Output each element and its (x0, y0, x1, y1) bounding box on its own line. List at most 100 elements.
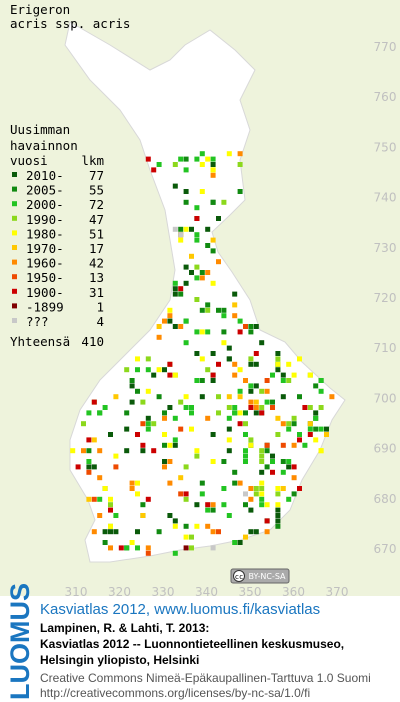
legend-swatch (12, 186, 17, 192)
record-square (264, 464, 270, 470)
record-square (264, 442, 270, 448)
record-square (210, 167, 216, 173)
record-square (243, 459, 248, 464)
record-square (172, 291, 178, 297)
record-square (183, 156, 189, 162)
record-square (205, 243, 211, 248)
legend-count: 31 (89, 285, 104, 300)
record-square (226, 151, 232, 157)
record-square (135, 367, 140, 373)
record-square (151, 421, 157, 427)
legend-swatch (12, 245, 17, 250)
record-square (226, 405, 232, 410)
legend-total-label: Yhteensä (10, 334, 70, 349)
license-badge: cc BY-NC-SA (230, 568, 290, 584)
record-square (205, 226, 211, 232)
record-square (194, 297, 200, 302)
record-square (183, 523, 189, 529)
record-square (178, 237, 184, 243)
record-square (232, 405, 238, 410)
legend-count: 55 (89, 183, 104, 198)
record-square (97, 448, 103, 454)
record-square (264, 529, 270, 535)
record-square (307, 405, 313, 410)
record-square (108, 529, 113, 535)
record-square (264, 378, 270, 383)
record-square (97, 513, 103, 518)
record-square (189, 534, 194, 540)
record-square (237, 394, 243, 400)
x-tick-label: 350 (239, 585, 262, 599)
record-square (183, 264, 189, 270)
record-square (194, 216, 200, 221)
badge-text: BY-NC-SA (248, 572, 286, 581)
record-square (237, 367, 243, 373)
record-square (313, 415, 319, 421)
record-square (183, 199, 189, 205)
record-square (221, 199, 227, 205)
record-square (302, 405, 308, 410)
record-square (237, 480, 243, 486)
record-square (124, 367, 130, 373)
record-square (248, 486, 254, 491)
record-square (237, 388, 243, 394)
record-square (275, 502, 281, 508)
record-square (86, 448, 92, 454)
record-square (151, 372, 157, 378)
record-square (248, 361, 254, 367)
y-tick-label: 670 (374, 542, 397, 556)
record-square (307, 426, 313, 432)
record-square (172, 324, 178, 329)
record-square (199, 189, 205, 194)
record-square (232, 410, 238, 416)
record-square (264, 388, 270, 394)
legend-count: 17 (89, 241, 104, 256)
record-square (243, 432, 248, 437)
record-square (226, 345, 232, 351)
record-square (232, 480, 238, 486)
record-square (253, 383, 259, 389)
record-square (194, 351, 200, 356)
record-square (167, 313, 173, 319)
record-square (183, 340, 189, 346)
record-square (270, 399, 275, 405)
legend-count: 42 (89, 256, 104, 271)
record-square (232, 291, 238, 297)
record-square (183, 464, 189, 470)
record-square (216, 307, 221, 313)
record-square (183, 189, 189, 194)
record-square (248, 496, 254, 502)
record-square (162, 318, 167, 324)
record-square (199, 378, 205, 383)
record-square (81, 448, 86, 454)
record-square (135, 432, 140, 437)
record-square (199, 329, 205, 335)
legend-label: 1970- (26, 241, 64, 256)
x-tick-label: 360 (282, 585, 305, 599)
legend-heading: havainnon (10, 138, 78, 153)
record-square (172, 226, 178, 232)
record-square (183, 280, 189, 286)
record-square (248, 507, 254, 513)
record-square (253, 324, 259, 329)
record-square (81, 421, 86, 427)
license-line: http://creativecommons.org/licenses/by-n… (40, 686, 310, 700)
logo: LUOMUS (5, 583, 35, 700)
record-square (226, 513, 232, 518)
record-square (221, 502, 227, 508)
record-square (275, 361, 281, 367)
record-square (140, 502, 146, 508)
record-square (183, 545, 189, 551)
record-square (189, 410, 194, 416)
record-square (172, 162, 178, 167)
record-square (221, 307, 227, 313)
record-square (108, 496, 113, 502)
record-square (318, 448, 324, 454)
credit-link[interactable]: Kasviatlas 2012, www.luomus.fi/kasviatla… (40, 601, 320, 618)
record-square (270, 372, 275, 378)
record-square (162, 464, 167, 470)
legend-count: 4 (96, 314, 104, 329)
record-square (226, 437, 232, 443)
record-square (172, 518, 178, 524)
